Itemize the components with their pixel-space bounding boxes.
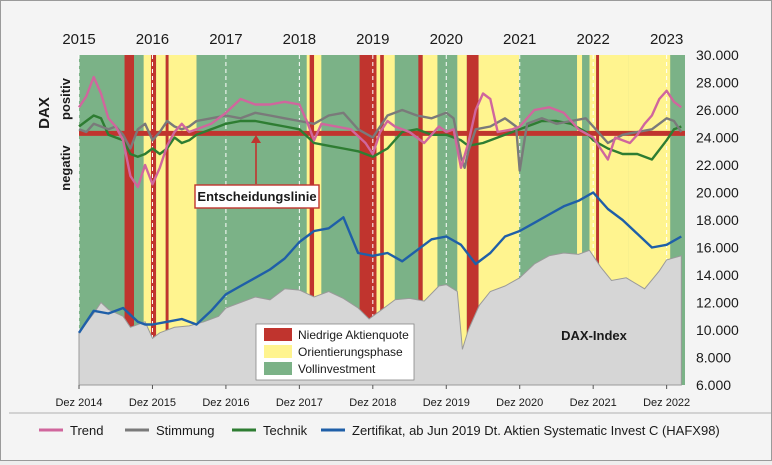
regime-band-full [134, 55, 144, 385]
legend-swatch-orient [264, 345, 292, 358]
top-year-label: 2023 [650, 31, 683, 48]
regime-band-low [165, 55, 169, 385]
regime-band-orient [143, 55, 151, 385]
right-axis-ticks: 30.000 28.000 26.000 24.000 22.000 20.000 18.0… [696, 47, 739, 393]
series-legend: Trend Stimmung Technik Zertifikat, ab Jun 2… [39, 423, 720, 438]
y-axis-positive: positiv [58, 77, 73, 120]
regime-band-low [150, 55, 157, 385]
top-year-labels: 2015 2016 2017 2018 2019 2020 2021 2022 2023 [62, 31, 683, 48]
regime-band-orient [457, 55, 467, 385]
regime-band-low [124, 55, 135, 385]
bottom-date-label: Dez 2021 [570, 397, 617, 409]
right-tick-label: 6.000 [696, 377, 731, 393]
bottom-date-label: Dez 2014 [55, 397, 102, 409]
regime-band-orient [577, 55, 583, 385]
y-axis-negative: negativ [58, 144, 73, 190]
regime-band-low [309, 55, 315, 385]
series-legend-label: Zertifikat, ab Jun 2019 Dt. Aktien Syste… [352, 423, 720, 438]
series-legend-label: Stimmung [156, 423, 215, 438]
decision-label-box [194, 184, 320, 209]
right-tick-label: 14.000 [696, 267, 739, 283]
right-tick-label: 20.000 [696, 185, 739, 201]
top-year-label: 2017 [209, 31, 242, 48]
dax-index-area [78, 249, 682, 386]
series-legend-label: Technik [263, 423, 308, 438]
dax-index-label: DAX-Index [561, 328, 628, 343]
top-year-label: 2022 [576, 31, 609, 48]
bottom-date-label: Dez 2016 [202, 397, 249, 409]
regime-band-orient [156, 55, 166, 385]
bottom-date-label: Dez 2019 [423, 397, 470, 409]
regime-legend: Niedrige Aktienquote Orientierungsphase … [255, 323, 415, 381]
regime-band-low [418, 55, 423, 385]
right-tick-label: 24.000 [696, 130, 739, 146]
legend-label-full: Vollinvestment [298, 362, 376, 376]
legend-label-orient: Orientierungsphase [298, 345, 403, 359]
regime-band-full [582, 55, 590, 385]
right-tick-label: 22.000 [696, 157, 739, 173]
regime-band-orient [589, 55, 597, 385]
bottom-date-label: Dez 2020 [496, 397, 543, 409]
right-tick-label: 28.000 [696, 75, 739, 91]
y-axis-title: DAX [36, 97, 53, 129]
series-legend-label: Trend [70, 423, 103, 438]
right-tick-label: 18.000 [696, 212, 739, 228]
right-tick-label: 8.000 [696, 350, 731, 366]
top-year-label: 2021 [503, 31, 536, 48]
bottom-date-label: Dez 2017 [276, 397, 323, 409]
series-lines [78, 75, 683, 334]
bottom-date-labels: Dez 2014 Dez 2015 Dez 2016 Dez 2017 Dez 2018… [55, 385, 690, 409]
right-tick-label: 10.000 [696, 322, 739, 338]
series-line-trend [78, 75, 683, 189]
right-tick-label: 26.000 [696, 102, 739, 118]
legend-swatch-low [264, 328, 292, 341]
series-line-zertifikat [78, 191, 682, 334]
regime-band-low [466, 55, 479, 385]
right-tick-label: 12.000 [696, 295, 739, 311]
right-tick-label: 30.000 [696, 47, 739, 63]
top-year-label: 2019 [356, 31, 389, 48]
decision-arrow-head [251, 135, 261, 143]
regime-band-low [596, 55, 600, 385]
top-year-label: 2018 [283, 31, 316, 48]
legend-swatch-full [264, 362, 292, 375]
bottom-date-label: Dez 2015 [129, 397, 176, 409]
top-year-label: 2020 [430, 31, 463, 48]
decision-label: Entscheidungslinie [197, 189, 316, 204]
series-line-stimmung [78, 108, 683, 172]
bottom-date-label: Dez 2022 [643, 397, 690, 409]
bottom-date-label: Dez 2018 [349, 397, 396, 409]
top-year-label: 2015 [62, 31, 95, 48]
regime-band-low [380, 55, 384, 385]
legend-label-low: Niedrige Aktienquote [298, 328, 409, 342]
right-tick-label: 16.000 [696, 240, 739, 256]
top-year-label: 2016 [136, 31, 169, 48]
